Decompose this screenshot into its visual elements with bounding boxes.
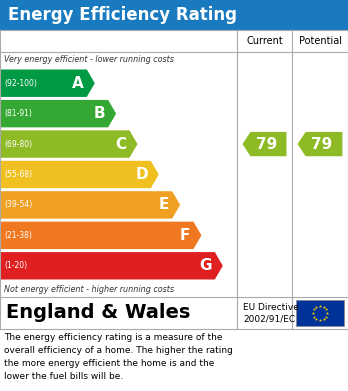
Text: D: D xyxy=(135,167,148,182)
Text: Very energy efficient - lower running costs: Very energy efficient - lower running co… xyxy=(4,56,174,65)
Polygon shape xyxy=(0,130,137,158)
Polygon shape xyxy=(0,70,95,97)
Text: G: G xyxy=(199,258,212,273)
Text: (21-38): (21-38) xyxy=(4,231,32,240)
Text: (55-68): (55-68) xyxy=(4,170,32,179)
Text: EU Directive
2002/91/EC: EU Directive 2002/91/EC xyxy=(243,303,299,323)
Polygon shape xyxy=(0,161,159,188)
Bar xyxy=(0,0,348,30)
Text: B: B xyxy=(94,106,105,121)
Polygon shape xyxy=(0,100,116,127)
Text: The energy efficiency rating is a measure of the
overall efficiency of a home. T: The energy efficiency rating is a measur… xyxy=(4,333,233,380)
Text: Energy Efficiency Rating: Energy Efficiency Rating xyxy=(8,6,237,24)
Text: C: C xyxy=(115,136,126,152)
Polygon shape xyxy=(0,222,201,249)
Text: E: E xyxy=(159,197,169,212)
Polygon shape xyxy=(0,252,223,280)
Text: (92-100): (92-100) xyxy=(4,79,37,88)
Polygon shape xyxy=(0,191,180,219)
Polygon shape xyxy=(243,132,286,156)
Text: 79: 79 xyxy=(256,136,277,152)
Text: Potential: Potential xyxy=(299,36,341,46)
Text: (81-91): (81-91) xyxy=(4,109,32,118)
Text: F: F xyxy=(180,228,190,243)
Text: A: A xyxy=(72,76,84,91)
Text: (1-20): (1-20) xyxy=(4,261,27,270)
Polygon shape xyxy=(298,132,342,156)
Text: Current: Current xyxy=(246,36,283,46)
Text: 79: 79 xyxy=(311,136,333,152)
Bar xyxy=(296,300,344,326)
Text: (69-80): (69-80) xyxy=(4,140,32,149)
Text: England & Wales: England & Wales xyxy=(6,303,190,323)
Text: (39-54): (39-54) xyxy=(4,201,32,210)
Text: Not energy efficient - higher running costs: Not energy efficient - higher running co… xyxy=(4,285,174,294)
